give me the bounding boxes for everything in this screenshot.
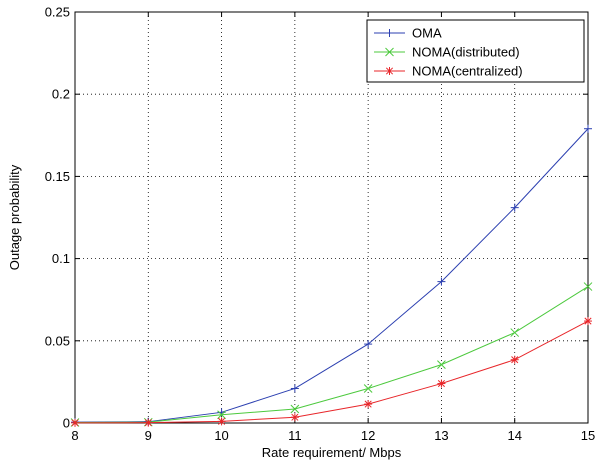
y-tick-label: 0: [63, 416, 70, 431]
legend-marker: [385, 29, 394, 37]
data-point-noma-centralized: [364, 400, 373, 409]
data-point-noma-distributed: [217, 410, 226, 420]
data-point-oma: [437, 277, 446, 286]
data-point-noma-centralized: [290, 413, 299, 422]
x-tick-label: 8: [71, 428, 78, 443]
legend-marker: [385, 67, 394, 75]
y-axis-label: Outage probability: [7, 164, 22, 270]
y-tick-label: 0.15: [45, 169, 70, 184]
data-point-noma-centralized: [217, 417, 226, 426]
series-line-oma: [74, 128, 589, 423]
legend-box: [366, 19, 585, 83]
legend-entry-label: NOMA(centralized): [412, 64, 523, 79]
x-tick-label: 12: [361, 428, 375, 443]
data-point-noma-distributed: [583, 282, 593, 291]
axis-ticks: 8 9 10 11 12 13 14 15 0 0.05 0.1 0.15 0.2 0.25: [45, 5, 595, 444]
legend-marker: [385, 47, 394, 57]
data-point-noma-centralized: [437, 379, 446, 388]
x-tick-label: 13: [434, 428, 448, 443]
data-point-noma-centralized: [584, 317, 592, 326]
y-tick-label: 0.1: [52, 251, 70, 266]
data-point-oma: [364, 340, 373, 349]
plot-area-frame: [74, 11, 589, 424]
data-point-noma-centralized: [510, 355, 519, 364]
x-tick-label: 11: [288, 428, 302, 443]
data-point-oma: [290, 384, 299, 393]
data-point-oma: [584, 124, 592, 133]
x-tick-label: 10: [214, 428, 228, 443]
data-point-noma-distributed: [290, 404, 300, 414]
data-point-noma-centralized: [144, 418, 153, 427]
legend: OMA NOMA(distributed) NOMA(centralized): [366, 19, 585, 83]
data-point-noma-distributed: [510, 328, 520, 337]
x-tick-label: 14: [507, 428, 521, 443]
x-tick-label: 9: [145, 428, 152, 443]
series-lines: [70, 124, 593, 427]
legend-entry-label: OMA: [412, 26, 442, 41]
y-tick-label: 0.25: [45, 5, 70, 20]
x-axis-label: Rate requirement/ Mbps: [262, 445, 402, 460]
x-tick-label: 15: [581, 428, 595, 443]
data-point-oma: [510, 203, 519, 212]
series-line-noma-centralized: [74, 320, 589, 424]
y-tick-label: 0.05: [45, 333, 70, 348]
data-point-noma-centralized: [71, 418, 79, 427]
series-line-noma-distributed: [74, 286, 589, 424]
legend-entry-label: NOMA(distributed): [412, 45, 520, 60]
y-tick-label: 0.2: [52, 87, 70, 102]
data-point-noma-distributed: [437, 360, 446, 369]
data-point-noma-distributed: [363, 384, 373, 393]
